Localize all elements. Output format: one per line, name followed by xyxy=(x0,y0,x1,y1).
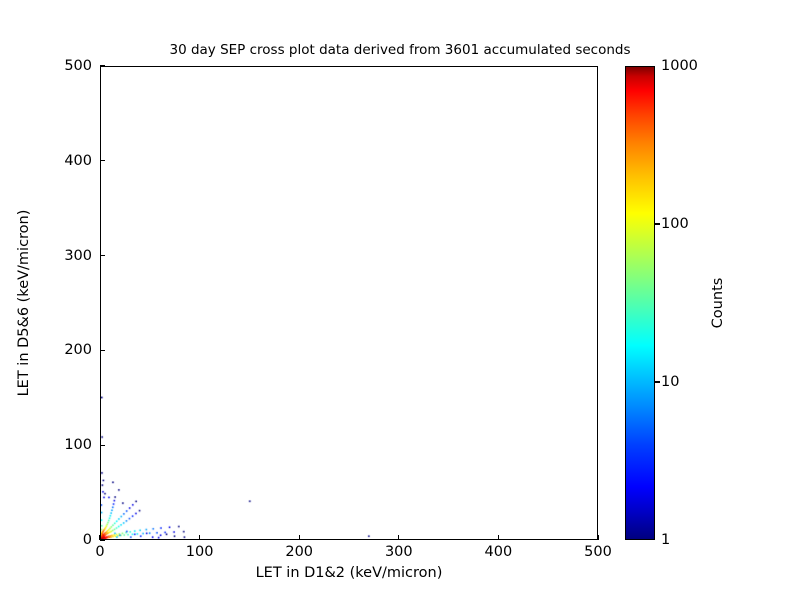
x-tick-label: 400 xyxy=(484,544,513,560)
y-tick-mark xyxy=(100,349,105,351)
x-tick-label: 500 xyxy=(584,544,612,560)
x-tick-label: 300 xyxy=(384,544,413,560)
x-tick-mark xyxy=(298,535,300,540)
colorbar-tick-label: 10 xyxy=(661,374,680,390)
x-tick-label: 100 xyxy=(185,544,214,560)
y-tick-label: 400 xyxy=(64,152,92,169)
y-axis-label: LET in D5&6 (keV/micron) xyxy=(16,209,32,397)
x-tick-label: 200 xyxy=(285,544,314,560)
colorbar-tick-label: 1 xyxy=(661,532,671,548)
x-tick-mark xyxy=(497,535,499,540)
y-tick-label: 500 xyxy=(64,58,92,74)
title-line-1: 30 day SEP cross plot data derived from … xyxy=(169,42,631,58)
y-tick-mark xyxy=(100,539,105,541)
colorbar-title: Counts xyxy=(710,277,726,329)
y-tick-label: 100 xyxy=(64,437,92,454)
y-tick-mark xyxy=(100,444,105,446)
x-axis-label: LET in D1&2 (keV/micron) xyxy=(255,565,443,581)
y-tick-mark xyxy=(100,65,105,67)
x-tick-mark xyxy=(99,535,101,540)
x-tick-mark xyxy=(597,535,599,540)
scatter-plot-axes xyxy=(100,66,598,540)
scatter-data-layer xyxy=(101,67,597,539)
colorbar-tick-mark xyxy=(655,381,660,383)
y-tick-label: 300 xyxy=(64,247,92,264)
y-tick-mark xyxy=(100,255,105,257)
x-tick-mark xyxy=(199,535,201,540)
y-tick-label: 200 xyxy=(64,342,92,359)
x-tick-label: 0 xyxy=(95,544,105,560)
y-tick-mark xyxy=(100,160,105,162)
colorbar-tick-mark xyxy=(655,223,660,225)
y-tick-label: 0 xyxy=(82,532,92,548)
colorbar-tick-label: 100 xyxy=(661,216,689,232)
colorbar-gradient xyxy=(625,66,655,540)
x-tick-mark xyxy=(398,535,400,540)
colorbar-tick-label: 1000 xyxy=(661,58,698,74)
